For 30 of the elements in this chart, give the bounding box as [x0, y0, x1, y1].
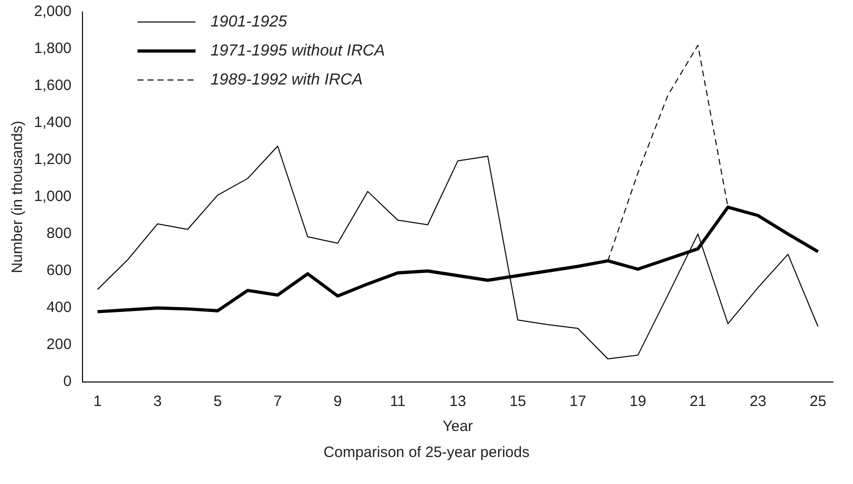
x-tick-label: 7	[273, 393, 282, 410]
y-tick-label: 1,200	[34, 151, 72, 168]
y-tick-label: 600	[46, 262, 72, 280]
y-tick-label: 1,400	[34, 114, 72, 132]
y-tick-label: 2,000	[34, 3, 72, 20]
y-tick-label: 1,000	[34, 188, 72, 206]
legend-label: 1971-1995 without IRCA	[210, 42, 385, 60]
x-tick-label: 17	[570, 393, 586, 410]
x-tick-label: 19	[630, 393, 646, 410]
x-tick-label: 5	[213, 393, 222, 410]
x-tick-label: 15	[509, 393, 526, 410]
legend-label: 1989-1992 with IRCA	[210, 71, 363, 88]
y-tick-label: 400	[46, 299, 72, 316]
x-tick-label: 9	[334, 393, 342, 410]
legend-label: 1901-1925	[210, 13, 288, 30]
x-tick-label: 1	[93, 393, 102, 410]
text: Comparison of 25-year periods	[322, 444, 530, 461]
x-tick-label: 23	[750, 393, 766, 410]
x-axis-title: Year	[442, 418, 473, 436]
x-tick-label: 21	[690, 393, 706, 410]
y-tick-label: 800	[46, 225, 72, 242]
y-tick-label: 0	[63, 373, 72, 390]
x-tick-label: 3	[153, 393, 162, 410]
x-tick-label: 13	[449, 393, 466, 410]
y-axis-title: Number (in thousands)	[9, 120, 26, 274]
x-tick-label: 11	[390, 393, 406, 410]
x-tick-label: 25	[810, 393, 826, 410]
y-tick-label: 1,800	[34, 40, 72, 58]
y-tick-label: 1,600	[34, 77, 72, 94]
y-tick-label: 200	[46, 336, 72, 354]
